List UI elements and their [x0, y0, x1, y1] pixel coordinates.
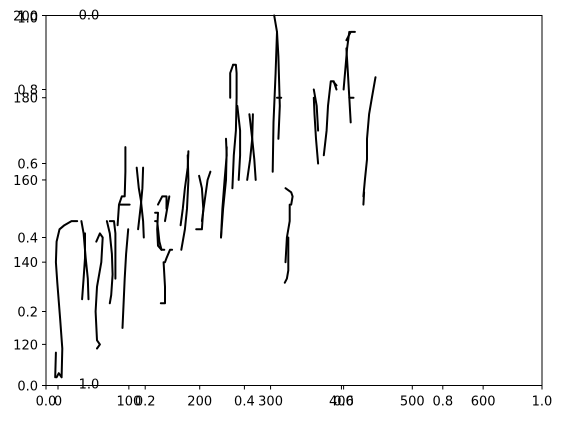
stroke-path	[54, 351, 57, 379]
y2-tick-label: 200	[13, 10, 38, 25]
stroke-path	[220, 146, 228, 239]
y-tick-label: 0.6	[17, 158, 38, 173]
stroke-path	[345, 30, 356, 42]
stroke-path	[284, 187, 294, 206]
top-overlap-tick-label: 1.0	[17, 12, 38, 27]
x2-tick-label: 600	[471, 395, 496, 410]
stroke-path	[342, 30, 351, 91]
plot-strokes	[54, 14, 377, 379]
stroke-path	[200, 170, 212, 223]
stroke-path	[94, 232, 104, 350]
stroke-path	[54, 220, 79, 379]
stroke-path	[121, 228, 130, 329]
x-tick-label: 1.0	[532, 395, 553, 410]
stroke-path	[248, 113, 257, 181]
x2-tick-label: 400	[329, 395, 354, 410]
stroke-path	[273, 14, 281, 140]
y-tick-label: 0.4	[17, 232, 38, 247]
x2-tick-label: 500	[400, 395, 425, 410]
stroke-path	[137, 166, 145, 231]
x2-tick-label: 200	[187, 395, 212, 410]
stroke-path	[164, 248, 174, 264]
stroke-path	[271, 30, 278, 173]
plot-frame	[45, 15, 543, 386]
stroke-path	[116, 146, 127, 227]
axis-ticks: 0.0 0.2 0.4 0.6 0.8 1.00.00.20.40.60.81.01.0 0…	[13, 9, 552, 410]
stroke-path	[312, 88, 320, 132]
stroke-path	[180, 154, 190, 251]
y-tick-label: 0.2	[17, 306, 38, 321]
stroke-path	[108, 220, 117, 280]
x-tick-label: 0.6	[333, 395, 354, 410]
stroke-path	[332, 80, 338, 91]
stroke-path	[284, 203, 291, 264]
y2-tick-label: 180	[13, 92, 38, 107]
stroke-path	[105, 220, 114, 305]
stroke-path	[246, 113, 254, 181]
stroke-path	[231, 63, 238, 190]
stroke-path	[322, 80, 338, 157]
stroke-path	[312, 96, 320, 165]
stroke-path	[229, 63, 235, 99]
y-tick-label: 0.8	[17, 84, 38, 99]
y2-tick-label: 120	[13, 338, 38, 353]
x-tick-label: 0.2	[135, 395, 156, 410]
stroke-path	[81, 232, 86, 301]
stroke-path	[164, 195, 171, 223]
stroke-path	[157, 195, 168, 210]
y2-tick-label: 160	[13, 174, 38, 189]
y-tick-label: 1.0	[17, 10, 38, 25]
x2-tick-label: 300	[258, 395, 283, 410]
x-tick-label: 0.4	[234, 395, 255, 410]
stroke-path	[345, 47, 352, 124]
stroke-path	[362, 191, 366, 206]
stroke-path	[283, 236, 290, 284]
y-tick-label: 0.0	[17, 380, 38, 395]
x-tick-label: 0.0	[36, 395, 57, 410]
stroke-path	[159, 261, 166, 305]
x2-tick-label: 100	[116, 395, 141, 410]
stroke-path	[154, 220, 163, 251]
stroke-path	[362, 76, 377, 198]
stroke-path	[236, 104, 242, 181]
y2-tick-label: 140	[13, 256, 38, 271]
x-tick-label: 0.8	[432, 395, 453, 410]
x2-tick-label: 0	[54, 395, 62, 410]
